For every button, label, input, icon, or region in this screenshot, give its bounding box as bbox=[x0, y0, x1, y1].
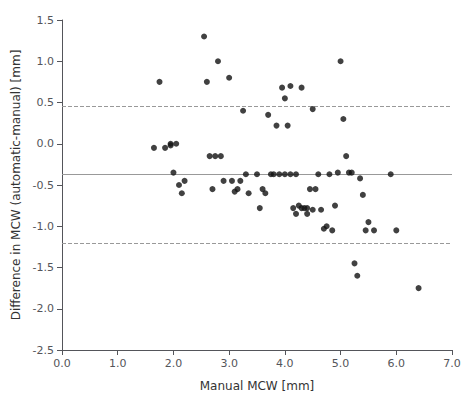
svg-text:0.0: 0.0 bbox=[53, 357, 71, 370]
svg-text:-0.5: -0.5 bbox=[33, 179, 54, 192]
svg-text:3.0: 3.0 bbox=[220, 357, 238, 370]
svg-text:1.5: 1.5 bbox=[37, 14, 55, 27]
svg-text:Difference in MCW (automatic-m: Difference in MCW (automatic-manual) [mm… bbox=[9, 50, 23, 321]
svg-text:-1.0: -1.0 bbox=[33, 220, 54, 233]
svg-text:-2.5: -2.5 bbox=[33, 344, 54, 357]
svg-text:1.0: 1.0 bbox=[109, 357, 127, 370]
svg-text:1.0: 1.0 bbox=[37, 55, 55, 68]
svg-text:Manual MCW [mm]: Manual MCW [mm] bbox=[200, 379, 315, 393]
svg-text:-1.5: -1.5 bbox=[33, 261, 54, 274]
svg-text:0.0: 0.0 bbox=[37, 137, 55, 150]
svg-text:5.0: 5.0 bbox=[332, 357, 350, 370]
svg-text:0.5: 0.5 bbox=[37, 96, 55, 109]
svg-text:7.0: 7.0 bbox=[443, 357, 461, 370]
svg-text:6.0: 6.0 bbox=[388, 357, 406, 370]
svg-text:-2.0: -2.0 bbox=[33, 302, 54, 315]
svg-text:2.0: 2.0 bbox=[165, 357, 183, 370]
svg-text:4.0: 4.0 bbox=[276, 357, 294, 370]
